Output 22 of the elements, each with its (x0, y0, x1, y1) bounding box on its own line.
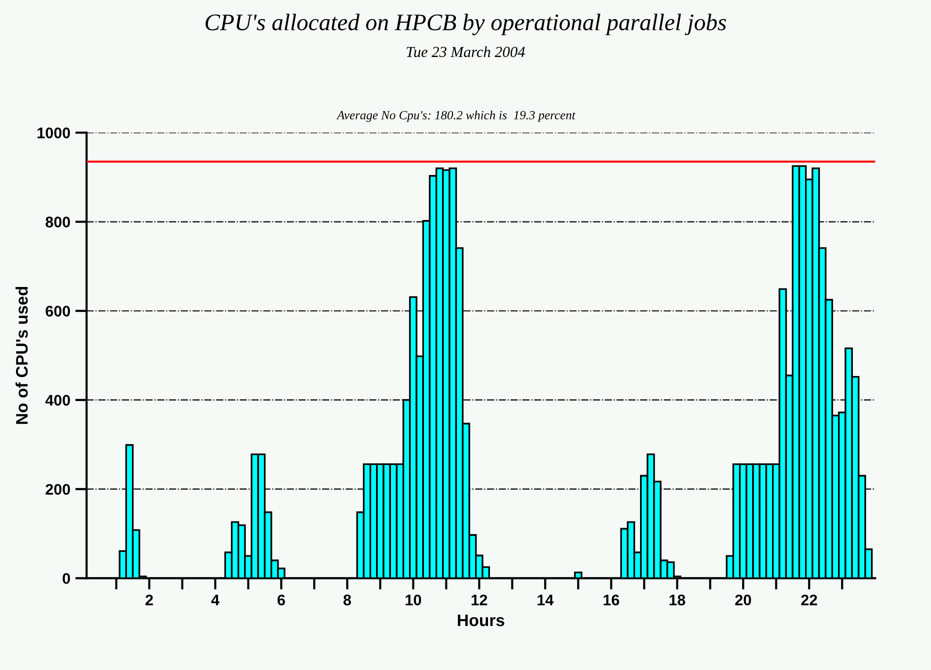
x-tick-label: 8 (343, 594, 352, 606)
x-tick-label: 18 (670, 594, 686, 606)
chart-subtitle: Tue 23 March 2004 (406, 46, 525, 58)
x-tick-label: 16 (604, 594, 620, 606)
y-tick-label: 800 (46, 216, 70, 228)
x-tick-label: 10 (406, 594, 422, 606)
x-tick-label: 6 (278, 594, 285, 606)
y-tick-label: 0 (62, 573, 70, 584)
x-tick-label: 14 (538, 594, 554, 606)
x-tick-label: 2 (146, 594, 153, 606)
x-axis-title: Hours (458, 614, 504, 626)
chart-title: CPU's allocated on HPCB by operational parallel jobs (206, 14, 726, 36)
y-tick-label: 1000 (38, 128, 70, 138)
y-tick-label: 400 (45, 394, 70, 406)
x-tick-label: 22 (801, 594, 818, 606)
x-tick-label: 4 (211, 594, 220, 606)
x-tick-label: 20 (735, 594, 752, 606)
x-tick-label: 12 (472, 594, 488, 606)
y-tick-label: 200 (46, 484, 70, 495)
y-tick-label: 600 (46, 306, 70, 317)
text: Average No Cpu's: 180.2 which is 19.3 percent (336, 110, 576, 122)
y-axis-title: No of CPU's used (16, 286, 28, 424)
